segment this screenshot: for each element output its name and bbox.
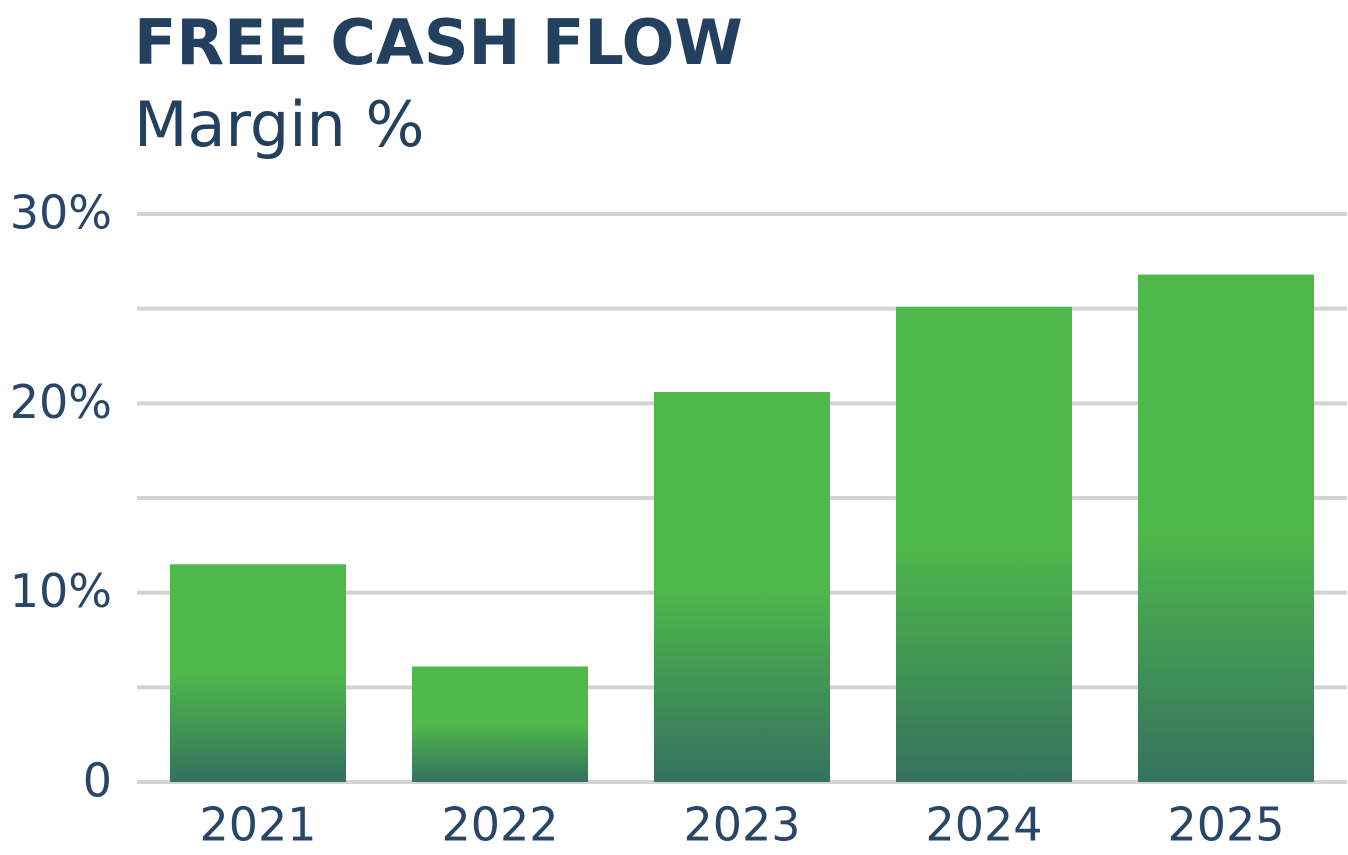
bar	[896, 306, 1072, 782]
x-tick-label: 2025	[1167, 798, 1284, 852]
bar	[654, 391, 830, 782]
bar	[170, 564, 346, 782]
x-tick-label: 2021	[199, 798, 316, 852]
y-tick-label: 0	[83, 754, 112, 808]
y-tick-label: 20%	[10, 375, 112, 429]
x-tick-label: 2024	[925, 798, 1042, 852]
y-tick-label: 30%	[10, 186, 112, 240]
bar	[412, 666, 588, 782]
x-tick-label: 2022	[441, 798, 558, 852]
bar	[1138, 274, 1314, 782]
x-tick-label: 2023	[683, 798, 800, 852]
chart-title: FREE CASH FLOW	[134, 6, 743, 79]
y-tick-label: 10%	[10, 564, 112, 618]
chart-subtitle: Margin %	[134, 88, 424, 161]
